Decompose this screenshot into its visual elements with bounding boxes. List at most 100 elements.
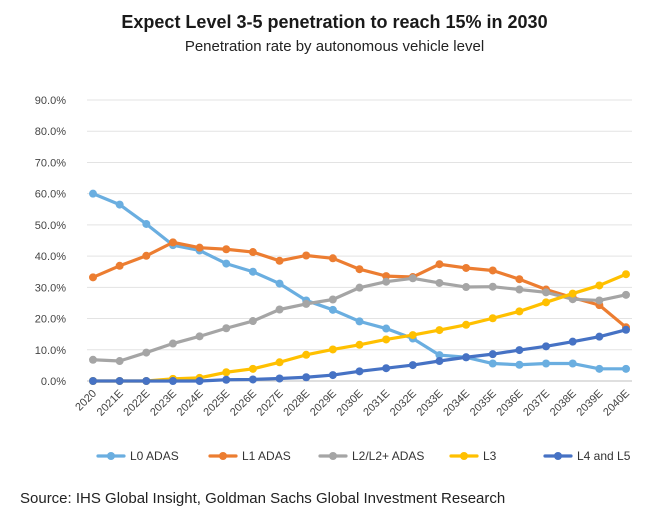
data-point (248, 248, 257, 257)
data-point (382, 335, 391, 344)
legend-marker (329, 452, 337, 460)
series-lines (89, 189, 630, 385)
x-tick-label: 2026E (228, 388, 259, 419)
data-point (222, 245, 231, 254)
series-l4-and-l5 (89, 325, 630, 385)
data-point (115, 261, 124, 270)
data-point (622, 325, 630, 334)
x-tick-label: 2029E (308, 388, 339, 419)
x-tick-label: 2035E (468, 388, 499, 419)
x-tick-label: 2031E (361, 388, 392, 419)
data-point (115, 200, 124, 209)
y-tick-label: 50.0% (35, 220, 66, 232)
x-tick-label: 2022E (121, 388, 152, 419)
y-tick-label: 40.0% (35, 251, 66, 263)
y-tick-label: 90.0% (35, 95, 66, 107)
data-point (515, 285, 524, 294)
x-tick-label: 2028E (281, 388, 312, 419)
data-point (248, 267, 257, 276)
data-point (435, 260, 444, 269)
data-point (89, 189, 97, 198)
data-point (382, 277, 391, 286)
legend-label: L3 (483, 449, 497, 463)
data-point (462, 320, 471, 329)
data-point (328, 295, 337, 304)
data-point (275, 256, 284, 265)
data-point (408, 331, 417, 340)
data-point (355, 317, 364, 326)
data-point (568, 289, 577, 298)
data-point (622, 290, 630, 299)
y-tick-label: 30.0% (35, 282, 66, 294)
data-point (275, 358, 284, 367)
data-point (89, 273, 97, 282)
data-point (568, 337, 577, 346)
data-point (462, 353, 471, 362)
chart-subtitle: Penetration rate by autonomous vehicle l… (184, 38, 485, 55)
data-point (302, 373, 311, 382)
y-tick-label: 60.0% (35, 189, 66, 201)
data-point (488, 266, 497, 275)
data-point (195, 377, 204, 385)
data-point (542, 342, 551, 351)
data-point (142, 219, 151, 228)
y-tick-label: 0.0% (41, 376, 66, 388)
data-point (302, 299, 311, 308)
data-point (248, 375, 257, 384)
data-point (568, 359, 577, 368)
legend-label: L2/L2+ ADAS (352, 449, 424, 463)
source-note: Source: IHS Global Insight, Goldman Sach… (20, 490, 506, 507)
x-tick-label: 2023E (148, 388, 179, 419)
data-point (275, 305, 284, 314)
data-point (222, 259, 231, 268)
data-point (142, 348, 151, 357)
data-point (462, 263, 471, 272)
data-point (168, 238, 177, 247)
legend-label: L1 ADAS (242, 449, 291, 463)
x-tick-label: 2021E (95, 388, 126, 419)
data-point (328, 345, 337, 354)
data-point (595, 281, 604, 290)
data-point (542, 298, 551, 307)
data-point (515, 275, 524, 284)
legend-item: L2/L2+ ADAS (318, 449, 424, 463)
data-point (382, 364, 391, 373)
data-point (488, 314, 497, 323)
data-point (488, 350, 497, 359)
data-point (462, 283, 471, 292)
x-tick-label: 2037E (521, 388, 552, 419)
data-point (195, 243, 204, 252)
y-tick-label: 10.0% (35, 345, 66, 357)
data-point (382, 272, 391, 281)
x-tick-label: 2024E (175, 388, 206, 419)
data-point (355, 340, 364, 349)
x-tick-label: 2036E (495, 388, 526, 419)
data-point (515, 346, 524, 355)
data-point (195, 332, 204, 341)
data-point (622, 270, 630, 279)
data-point (302, 251, 311, 260)
data-point (408, 274, 417, 283)
y-tick-label: 80.0% (35, 126, 66, 138)
legend-label: L4 and L5 (577, 449, 631, 463)
data-point (275, 279, 284, 288)
data-point (302, 350, 311, 359)
series-l3 (89, 270, 630, 385)
data-point (435, 326, 444, 335)
data-point (222, 375, 231, 384)
data-point (595, 364, 604, 373)
x-axis-ticks: 20202021E2022E2023E2024E2025E2026E2027E2… (73, 388, 632, 419)
x-tick-label: 2032E (388, 388, 419, 419)
data-point (382, 324, 391, 333)
data-point (542, 359, 551, 368)
x-tick-label: 2038E (548, 388, 579, 419)
data-point (542, 288, 551, 297)
data-point (142, 251, 151, 260)
y-tick-label: 70.0% (35, 157, 66, 169)
data-point (89, 355, 97, 364)
data-point (488, 282, 497, 291)
data-point (248, 364, 257, 373)
x-tick-label: 2040E (601, 388, 632, 419)
data-point (222, 368, 231, 377)
legend-marker (460, 452, 468, 460)
